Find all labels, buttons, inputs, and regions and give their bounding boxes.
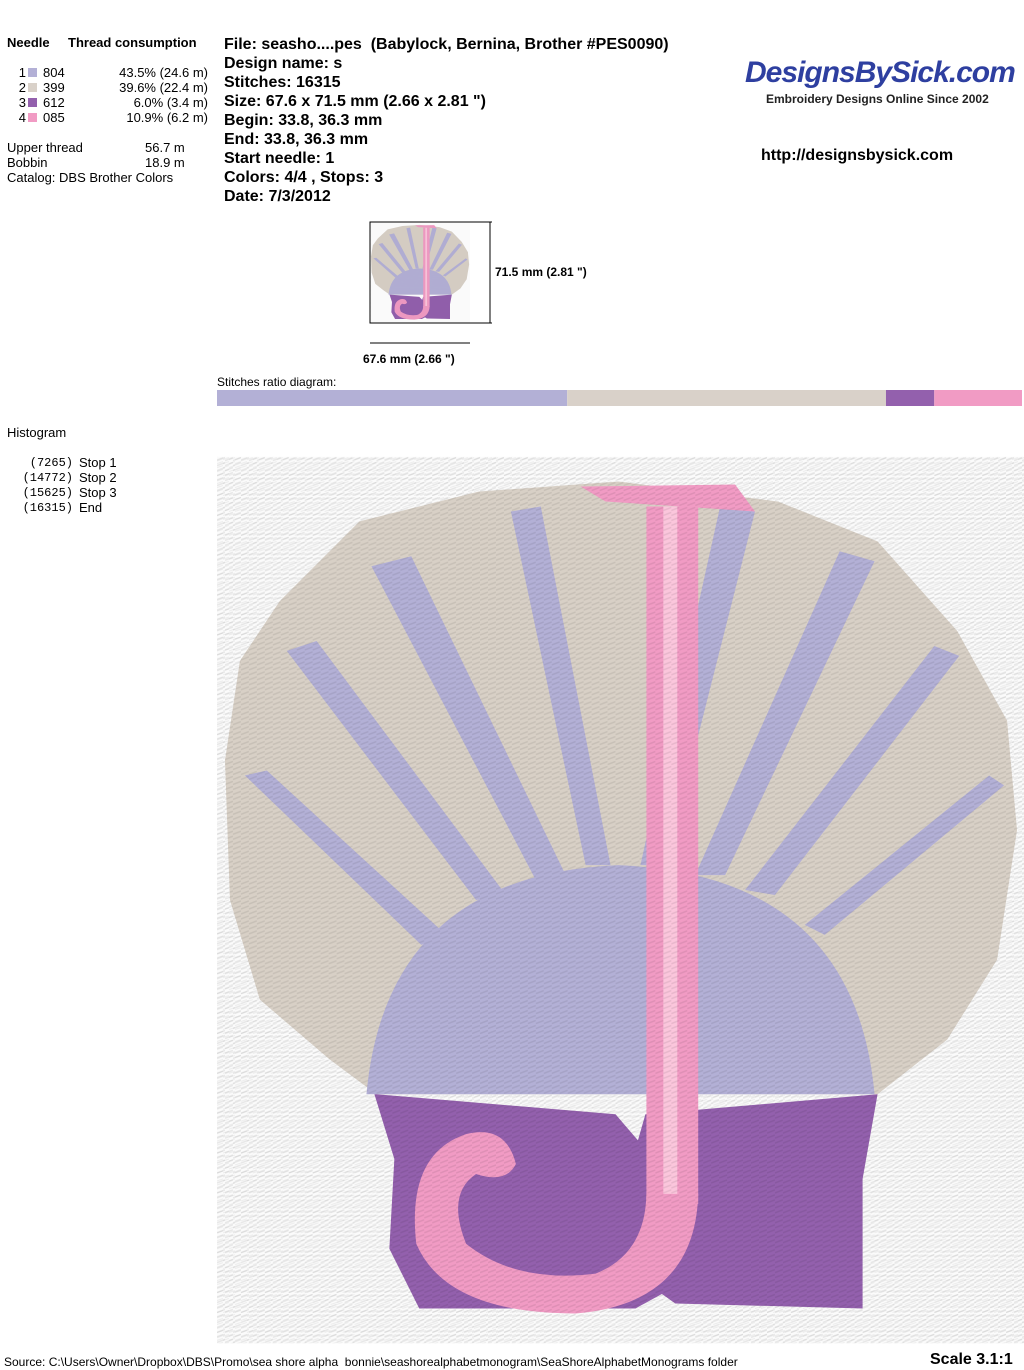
info-line: Start needle: 1	[224, 150, 335, 167]
ratio-segment	[885, 390, 935, 406]
stop-label: Stop 2	[79, 470, 117, 485]
height-label: 71.5 mm (2.81 ")	[495, 265, 587, 279]
histogram-title: Histogram	[7, 425, 67, 440]
design-preview	[217, 456, 1024, 1344]
shell	[217, 456, 1024, 1344]
ratio-segment	[934, 390, 1022, 406]
stop-label: Stop 3	[79, 485, 117, 500]
tagline: Embroidery Designs Online Since 2002	[766, 92, 989, 106]
logo: DesignsBySick.com	[745, 56, 1016, 89]
ratio-segment	[567, 390, 886, 406]
stop-label: End	[79, 500, 103, 515]
swatch	[28, 113, 37, 122]
thread-code: 085	[43, 110, 65, 125]
source-path: Source: C:\Users\Owner\Dropbox\DBS\Promo…	[4, 1355, 738, 1369]
ratio-bar	[217, 390, 1022, 406]
url: http://designsbysick.com	[761, 147, 954, 164]
needle-number: 3	[18, 95, 26, 110]
info-line: File: seasho....pes (Babylock, Bernina, …	[224, 36, 669, 53]
label: Upper thread	[7, 140, 83, 155]
thumbnail	[369, 221, 492, 344]
consumption: 6.0% (3.4 m)	[133, 95, 208, 110]
stop-label: Stop 1	[79, 455, 117, 470]
thread-code: 612	[43, 95, 65, 110]
info-line: Date: 7/3/2012	[224, 188, 331, 205]
swatch	[28, 98, 37, 107]
thread-code: 399	[43, 80, 65, 95]
needle-number: 4	[18, 110, 26, 125]
needle-header: Needle	[7, 35, 50, 50]
thread-code: 804	[43, 65, 65, 80]
info-line: Size: 67.6 x 71.5 mm (2.66 x 2.81 ")	[224, 93, 486, 110]
stop-count: (7265)	[29, 456, 73, 470]
stop-count: (14772)	[22, 471, 73, 485]
info-line: Colors: 4/4 , Stops: 3	[224, 169, 384, 186]
consumption: 10.9% (6.2 m)	[126, 110, 208, 125]
needle-number: 1	[18, 65, 26, 80]
value: 18.9 m	[145, 155, 185, 170]
swatch	[28, 83, 37, 92]
swatch	[28, 68, 37, 77]
info-line: Begin: 33.8, 36.3 mm	[224, 112, 383, 129]
catalog: Catalog: DBS Brother Colors	[7, 170, 174, 185]
info-line: End: 33.8, 36.3 mm	[224, 131, 369, 148]
consumption-header: Thread consumption	[68, 35, 197, 50]
stop-count: (15625)	[22, 486, 73, 500]
ratio-label: Stitches ratio diagram:	[217, 375, 337, 389]
needle-number: 2	[18, 80, 26, 95]
ratio-segment	[217, 390, 568, 406]
scale: Scale 3.1:1	[930, 1351, 1013, 1368]
label: Bobbin	[7, 155, 48, 170]
consumption: 39.6% (22.4 m)	[119, 80, 208, 95]
info-line: Stitches: 16315	[224, 74, 341, 91]
consumption: 43.5% (24.6 m)	[119, 65, 208, 80]
thumbnail-shell	[370, 222, 470, 323]
stop-count: (16315)	[22, 501, 73, 515]
info-line: Design name: s	[224, 55, 343, 72]
value: 56.7 m	[145, 140, 185, 155]
width-label: 67.6 mm (2.66 ")	[363, 352, 455, 366]
